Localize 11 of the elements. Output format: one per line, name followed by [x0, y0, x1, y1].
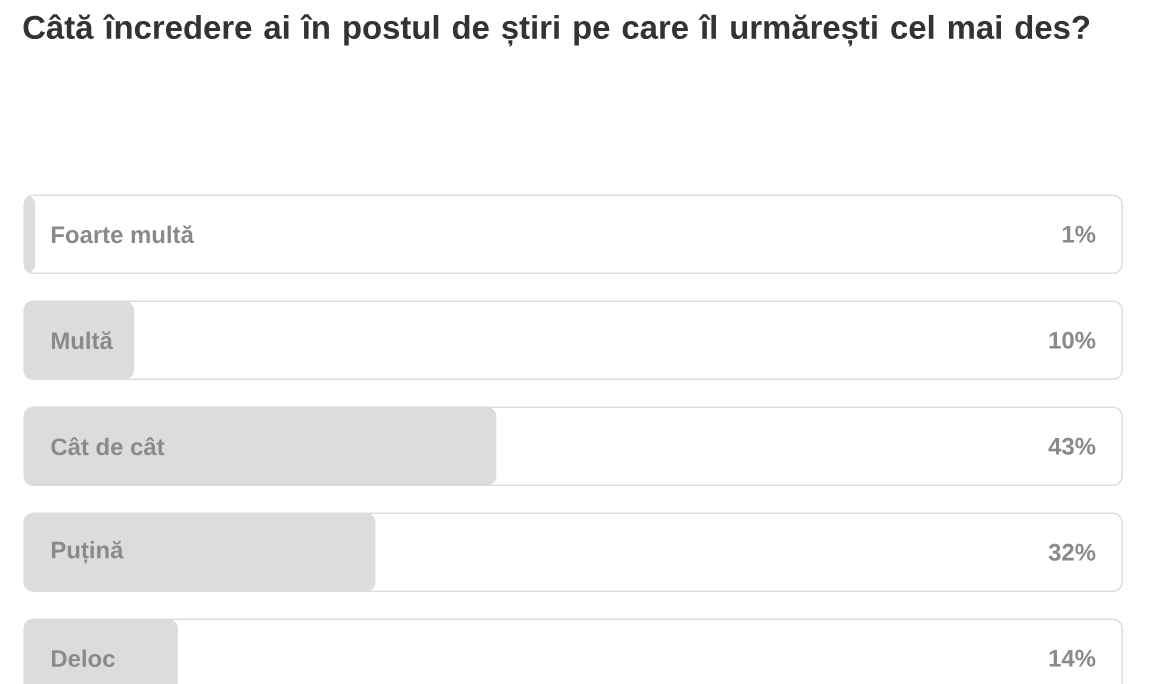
y-tick-label: Multă: [51, 331, 113, 350]
y-tick-label: Cât de cât: [51, 437, 165, 456]
data-label: 43%: [1048, 437, 1096, 455]
y-tick-label: Deloc: [51, 649, 115, 668]
chart-title: Câtă încredere ai în postul de știri pe care îl urmărești cel mai des?: [23, 14, 1090, 47]
data-label: 32%: [1048, 543, 1096, 561]
data-label: 10%: [1049, 331, 1096, 349]
y-tick-label: Foarte multă: [51, 225, 194, 244]
data-label: 1%: [1062, 225, 1096, 243]
y-tick-label: Puțină: [51, 540, 124, 564]
data-label: 14%: [1049, 649, 1096, 667]
